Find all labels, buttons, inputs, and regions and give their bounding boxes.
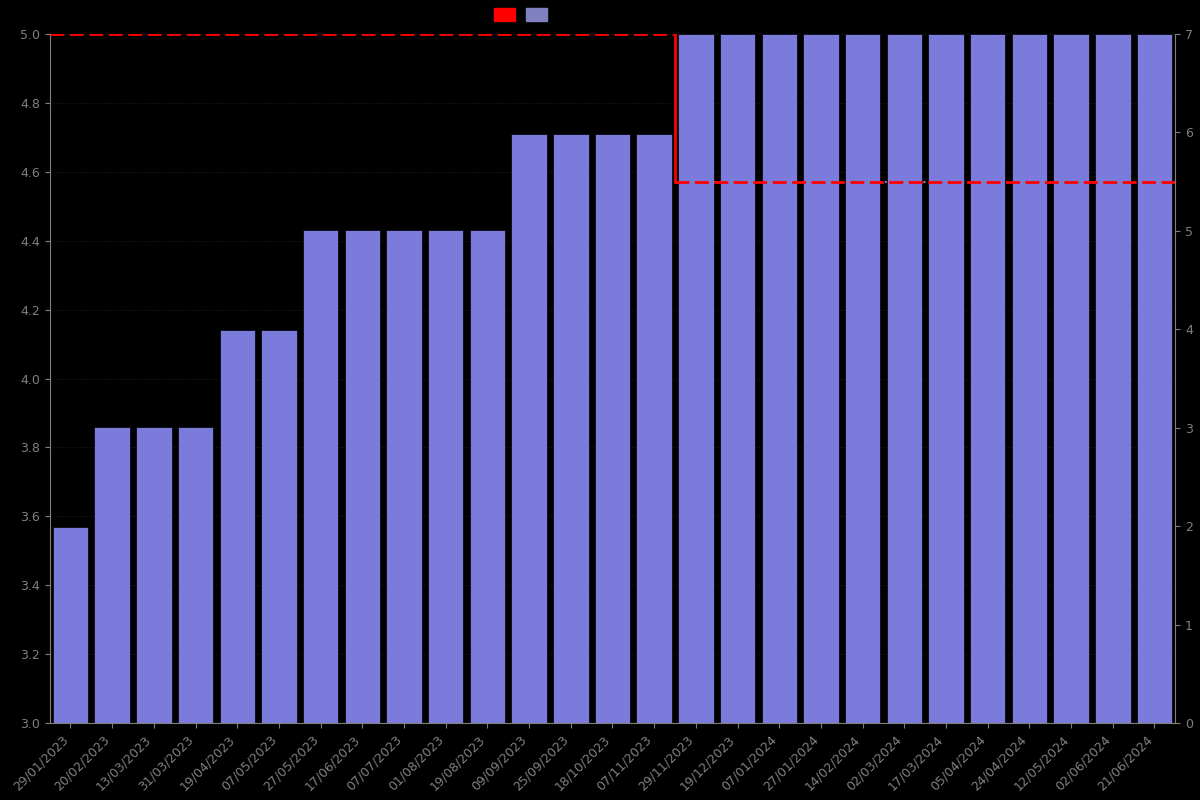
Bar [636,134,672,723]
Bar [720,34,755,723]
Bar [1012,34,1048,723]
Bar [469,230,505,723]
Bar [53,526,89,723]
Bar [887,34,922,723]
Bar [386,230,421,723]
Bar [1096,34,1130,723]
Bar [95,426,130,723]
Bar [929,34,964,723]
Bar [302,230,338,723]
Bar [1054,34,1088,723]
Bar [553,134,588,723]
Bar [220,330,254,723]
Bar [762,34,797,723]
Legend: , : , [488,3,557,28]
Bar [803,34,839,723]
Bar [178,426,214,723]
Bar [428,230,463,723]
Bar [136,426,172,723]
Bar [845,34,881,723]
Bar [262,330,296,723]
Bar [678,34,714,723]
Bar [1136,34,1172,723]
Bar [595,134,630,723]
Bar [970,34,1006,723]
Bar [511,134,547,723]
Bar [344,230,380,723]
